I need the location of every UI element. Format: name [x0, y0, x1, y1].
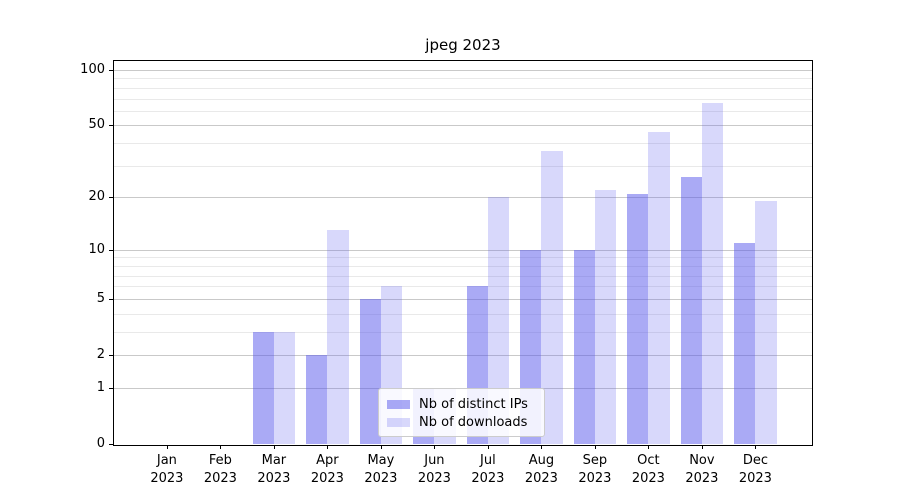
bar-downloads-jul: [487, 197, 510, 444]
x-tick-mark: [648, 445, 650, 449]
x-tick-label: Jun 2023: [417, 453, 451, 486]
y-gridline-major: [113, 355, 812, 356]
y-gridline-minor: [113, 331, 812, 333]
x-tick-label: Jan 2023: [150, 453, 184, 486]
x-tick-mark: [755, 445, 757, 449]
x-tick-label: Feb 2023: [203, 453, 237, 486]
bar-distinct-ips-mar: [252, 331, 274, 444]
y-tick-label: 1: [96, 379, 105, 395]
y-tick-mark: [109, 298, 113, 300]
legend-swatch-distinct-ips: [387, 399, 410, 409]
bar-downloads-apr: [327, 230, 349, 444]
x-tick-mark: [380, 445, 382, 449]
legend: Nb of distinct IPs Nb of downloads: [378, 388, 545, 437]
x-tick-label: Jul 2023: [471, 453, 505, 486]
y-tick-label: 2: [96, 347, 105, 362]
x-tick-mark: [487, 445, 489, 449]
bar-downloads-mar: [273, 331, 296, 444]
y-tick-mark: [109, 355, 113, 356]
bar-distinct-ips-dec: [734, 242, 756, 444]
y-gridline-minor: [113, 265, 812, 267]
y-tick-mark: [109, 125, 113, 127]
bar-distinct-ips-apr: [306, 355, 328, 444]
x-tick-mark: [166, 445, 168, 449]
y-gridline-major: [113, 125, 812, 127]
legend-swatch-downloads: [387, 417, 410, 427]
y-gridline-major: [113, 197, 812, 199]
y-tick-mark: [109, 70, 113, 71]
x-tick-label: Aug 2023: [524, 453, 558, 486]
y-gridline-minor: [113, 87, 812, 89]
y-gridline-minor: [113, 313, 812, 315]
x-tick-label: Mar 2023: [257, 453, 291, 486]
y-tick-mark: [109, 197, 113, 199]
y-tick-label: 100: [80, 62, 105, 77]
x-tick-label: May 2023: [364, 453, 398, 486]
legend-label-downloads: Nb of downloads: [419, 414, 528, 430]
x-tick-label: Nov 2023: [685, 453, 719, 486]
x-tick-mark: [273, 445, 275, 449]
bar-distinct-ips-may: [359, 298, 381, 444]
y-tick-label: 50: [88, 117, 105, 133]
bar-distinct-ips-oct: [627, 193, 649, 444]
y-gridline-major: [113, 298, 812, 300]
x-tick-mark: [434, 445, 436, 449]
bar-distinct-ips-sep: [573, 249, 595, 444]
legend-item-distinct-ips: Nb of distinct IPs: [387, 395, 536, 413]
y-tick-label: 5: [96, 290, 105, 306]
legend-item-downloads: Nb of downloads: [387, 413, 536, 431]
y-tick-label: 0: [96, 436, 105, 451]
x-tick-mark: [327, 445, 329, 449]
y-gridline-major: [113, 249, 812, 251]
y-gridline-minor: [113, 286, 812, 288]
bar-distinct-ips-nov: [680, 176, 702, 444]
y-gridline-major: [113, 70, 812, 71]
x-tick-mark: [594, 445, 596, 449]
x-tick-label: Apr 2023: [310, 453, 344, 486]
y-tick-label: 10: [88, 241, 105, 257]
y-gridline-minor: [113, 257, 812, 259]
bar-downloads-oct: [648, 132, 670, 444]
y-tick-mark: [109, 249, 113, 251]
x-tick-mark: [541, 445, 543, 449]
x-tick-mark: [220, 445, 222, 449]
y-gridline-minor: [113, 275, 812, 277]
x-tick-label: Oct 2023: [631, 453, 665, 486]
chart-title: jpeg 2023: [425, 36, 501, 54]
y-tick-mark: [109, 387, 113, 389]
y-gridline-minor: [113, 98, 812, 100]
y-gridline-minor: [113, 143, 812, 145]
y-tick-mark: [109, 444, 113, 445]
y-tick-label: 20: [88, 189, 105, 205]
x-tick-label: Sep 2023: [578, 453, 612, 486]
bar-downloads-nov: [701, 103, 724, 444]
y-gridline-minor: [113, 110, 812, 112]
y-gridline-minor: [113, 78, 812, 80]
y-gridline-minor: [113, 165, 812, 167]
bar-downloads-sep: [594, 189, 617, 444]
bar-downloads-dec: [755, 201, 777, 444]
bar-downloads-aug: [541, 151, 563, 444]
legend-label-distinct-ips: Nb of distinct IPs: [419, 396, 528, 412]
x-tick-label: Dec 2023: [738, 453, 772, 486]
x-tick-mark: [701, 445, 703, 449]
